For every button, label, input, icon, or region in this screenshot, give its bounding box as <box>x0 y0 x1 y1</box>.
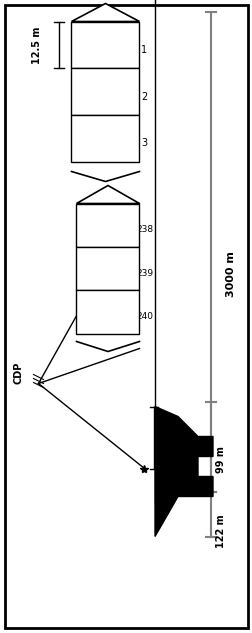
Polygon shape <box>71 115 139 161</box>
Text: 3000 m: 3000 m <box>226 251 236 298</box>
Polygon shape <box>71 4 139 22</box>
Polygon shape <box>76 247 139 290</box>
Polygon shape <box>154 406 212 537</box>
Text: 239: 239 <box>135 268 152 277</box>
Polygon shape <box>76 185 139 203</box>
Polygon shape <box>71 68 139 115</box>
Polygon shape <box>76 203 139 247</box>
Text: 12.5 m: 12.5 m <box>32 26 42 63</box>
Text: CDP: CDP <box>13 361 23 384</box>
Text: 240: 240 <box>136 312 152 321</box>
Text: 99 m: 99 m <box>216 446 226 473</box>
Text: 3: 3 <box>141 138 147 148</box>
Text: 1: 1 <box>141 45 147 55</box>
Polygon shape <box>71 22 139 68</box>
Text: 122 m: 122 m <box>216 514 226 548</box>
Text: 2: 2 <box>141 92 147 101</box>
Polygon shape <box>76 290 139 334</box>
Text: 238: 238 <box>135 225 152 234</box>
Text: 5 m: 5 m <box>167 437 177 458</box>
